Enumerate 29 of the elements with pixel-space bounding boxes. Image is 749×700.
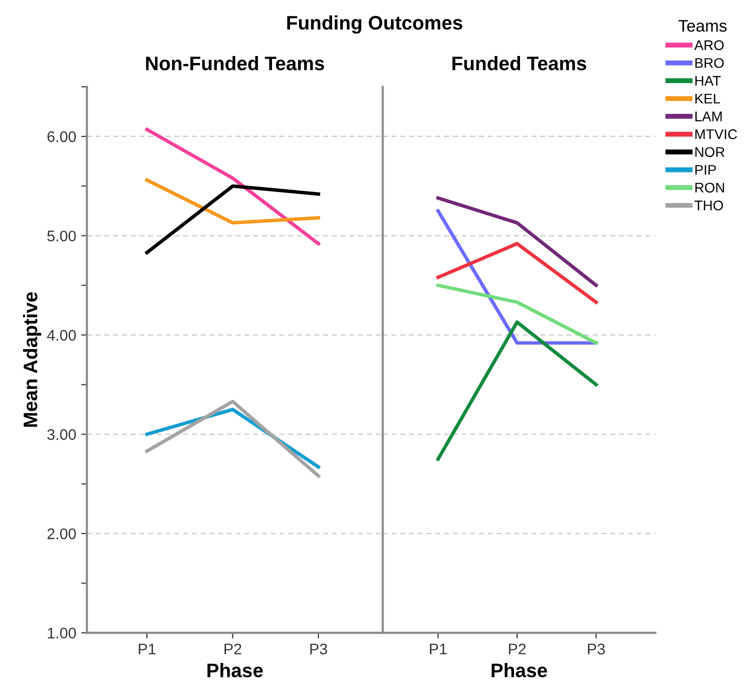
x-tick-label: P1 [138,644,156,654]
y-tick-label: 4.00 [47,330,76,341]
x-tick-label: P3 [310,644,328,654]
legend-label: KEL [695,94,720,104]
x-axis-title: Phase [492,663,548,678]
text: Funding Outcomes [287,15,462,34]
y-tick-label: 3.00 [47,429,76,440]
legend-label: HAT [695,76,721,86]
legend-title: Teams [678,20,727,32]
y-axis-title: Mean Adaptive [23,292,42,427]
chart-title: Non-Funded Teams [146,56,324,70]
legend-label: LAM [695,112,722,122]
chart-title: Funded Teams [452,56,586,70]
legend-label: BRO [695,58,724,68]
x-tick-label: P1 [430,644,447,654]
y-tick-label: 6.00 [48,131,76,142]
legend-label: THO [694,200,723,210]
x-tick-label: P2 [508,644,526,654]
x-tick-label: P2 [224,644,242,654]
y-tick-label: 2.00 [48,528,76,540]
x-axis-title: Phase [207,663,263,678]
legend-label: PIP [695,165,716,175]
legend-label: MTVIC [695,129,737,140]
legend-label: NOR [695,147,724,157]
legend-label: ARO [694,40,724,50]
y-tick-label: 1.00 [48,628,76,638]
x-tick-label: P3 [588,644,605,654]
legend-label: RON [695,182,724,193]
y-tick-label: 5.00 [47,230,76,242]
